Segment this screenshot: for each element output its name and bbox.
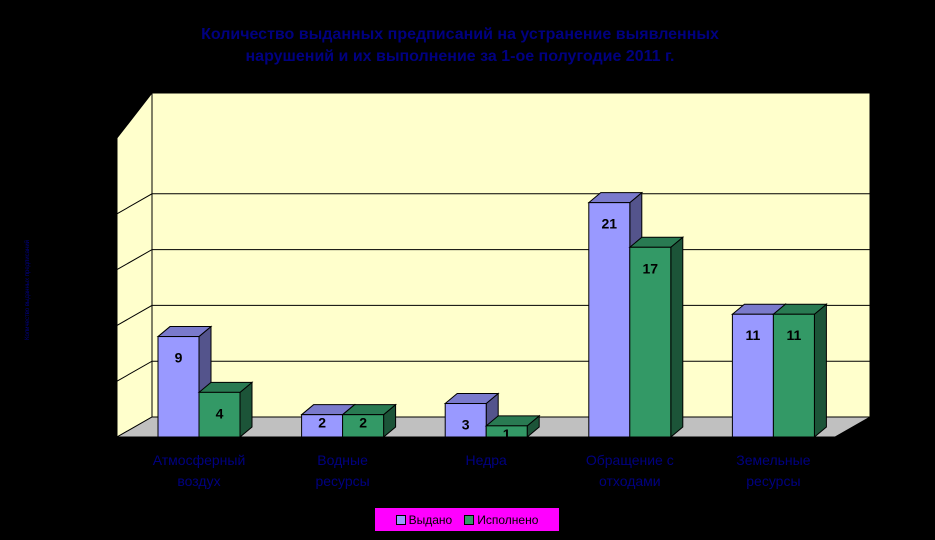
legend-item-executed: Исполнено <box>464 513 538 527</box>
executed-bar-4 <box>772 313 815 438</box>
chart-title-line-1: Количество выданных предписаний на устра… <box>201 26 719 43</box>
category-label-3: Обращение с отходами <box>585 452 674 489</box>
legend: Выдано Исполнено <box>374 507 560 532</box>
legend-label-executed: Исполнено <box>477 512 539 527</box>
legend-swatch-executed <box>464 514 475 525</box>
side-wall <box>116 91 153 438</box>
issued-bar-1-value-label: 2 <box>318 415 326 431</box>
executed-bar-1-value-label: 2 <box>359 415 367 431</box>
issued-bar-0 <box>157 336 200 438</box>
executed-bar-3 <box>629 246 672 438</box>
legend-swatch-issued <box>395 514 406 525</box>
issued-bar-2-value-label: 3 <box>462 417 470 433</box>
legend-item-issued: Выдано <box>395 512 453 527</box>
issued-bar-4 <box>731 313 774 438</box>
category-label-4: Земельные ресурсы <box>736 452 811 489</box>
legend-label-issued: Выдано <box>408 512 453 527</box>
executed-bar-2-value-label: 1 <box>503 426 511 442</box>
executed-bar-2 <box>485 425 528 438</box>
executed-bar-4-value-label: 11 <box>786 327 801 343</box>
issued-bar-3 <box>588 202 631 438</box>
executed-bar-3-value-label: 17 <box>643 260 659 276</box>
chart-title-line-2: нарушений и их выполнение за 1-ое полуго… <box>245 48 675 65</box>
executed-bar-0-value-label: 4 <box>216 405 224 421</box>
issued-bar-0-value-label: 9 <box>175 350 183 366</box>
issued-bar-3-value-label: 21 <box>602 216 618 232</box>
executed-bar-4-side <box>813 303 827 439</box>
category-label-0: Атмосферный воздух <box>152 452 246 489</box>
executed-bar-3-side <box>670 236 684 439</box>
issued-bar-2 <box>444 403 487 438</box>
executed-bar-0 <box>198 391 241 438</box>
category-label-2: Недра <box>465 452 507 468</box>
chart-title: Количество выданных предписаний на устра… <box>130 24 790 68</box>
executed-bar-1 <box>342 414 385 438</box>
category-label-1: Водные ресурсы <box>315 452 370 489</box>
issued-bar-4-value-label: 11 <box>745 327 760 343</box>
